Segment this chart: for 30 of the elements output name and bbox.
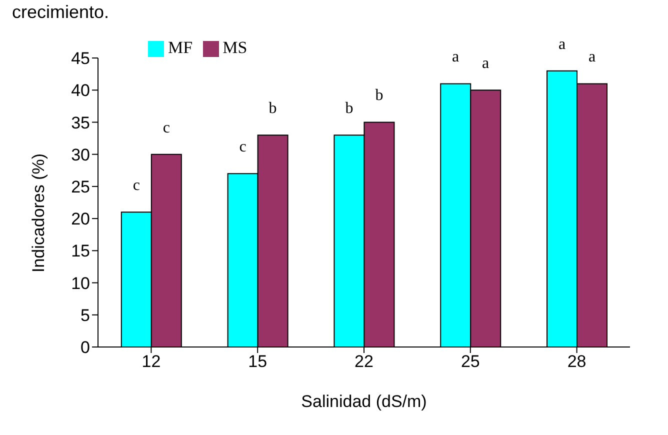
x-tick-label: 28: [567, 352, 586, 372]
y-tick-label: 20: [71, 210, 90, 229]
y-axis-title: Indicadores (%): [29, 153, 48, 272]
data-label: a: [452, 48, 460, 66]
y-tick-label: 45: [71, 49, 90, 68]
y-tick-label: 15: [71, 242, 90, 261]
legend-label: MS: [222, 38, 248, 57]
data-label: c: [132, 177, 140, 194]
data-label: b: [345, 100, 354, 118]
y-tick-label: 10: [71, 274, 90, 293]
x-tick-label: 25: [460, 352, 480, 372]
y-tick-label: 25: [71, 177, 90, 196]
legend-label: MF: [168, 38, 193, 57]
data-label: c: [162, 119, 170, 136]
data-label: b: [268, 100, 277, 118]
x-tick-label: 15: [248, 352, 268, 372]
x-tick-label: 22: [354, 352, 374, 372]
data-label: a: [482, 55, 490, 72]
y-tick-label: 0: [80, 338, 90, 358]
y-tick-label: 40: [71, 81, 90, 100]
data-label: b: [375, 87, 384, 104]
y-tick-label: 30: [71, 145, 90, 164]
y-tick-label: 35: [71, 113, 90, 132]
x-axis-title: Salinidad (dS/m): [301, 392, 427, 411]
data-label: a: [558, 36, 566, 53]
chart-title: crecimiento.: [12, 2, 110, 23]
data-label: c: [239, 138, 246, 156]
data-label: a: [588, 48, 596, 66]
x-tick-label: 12: [142, 352, 161, 372]
y-tick-label: 5: [80, 306, 90, 325]
